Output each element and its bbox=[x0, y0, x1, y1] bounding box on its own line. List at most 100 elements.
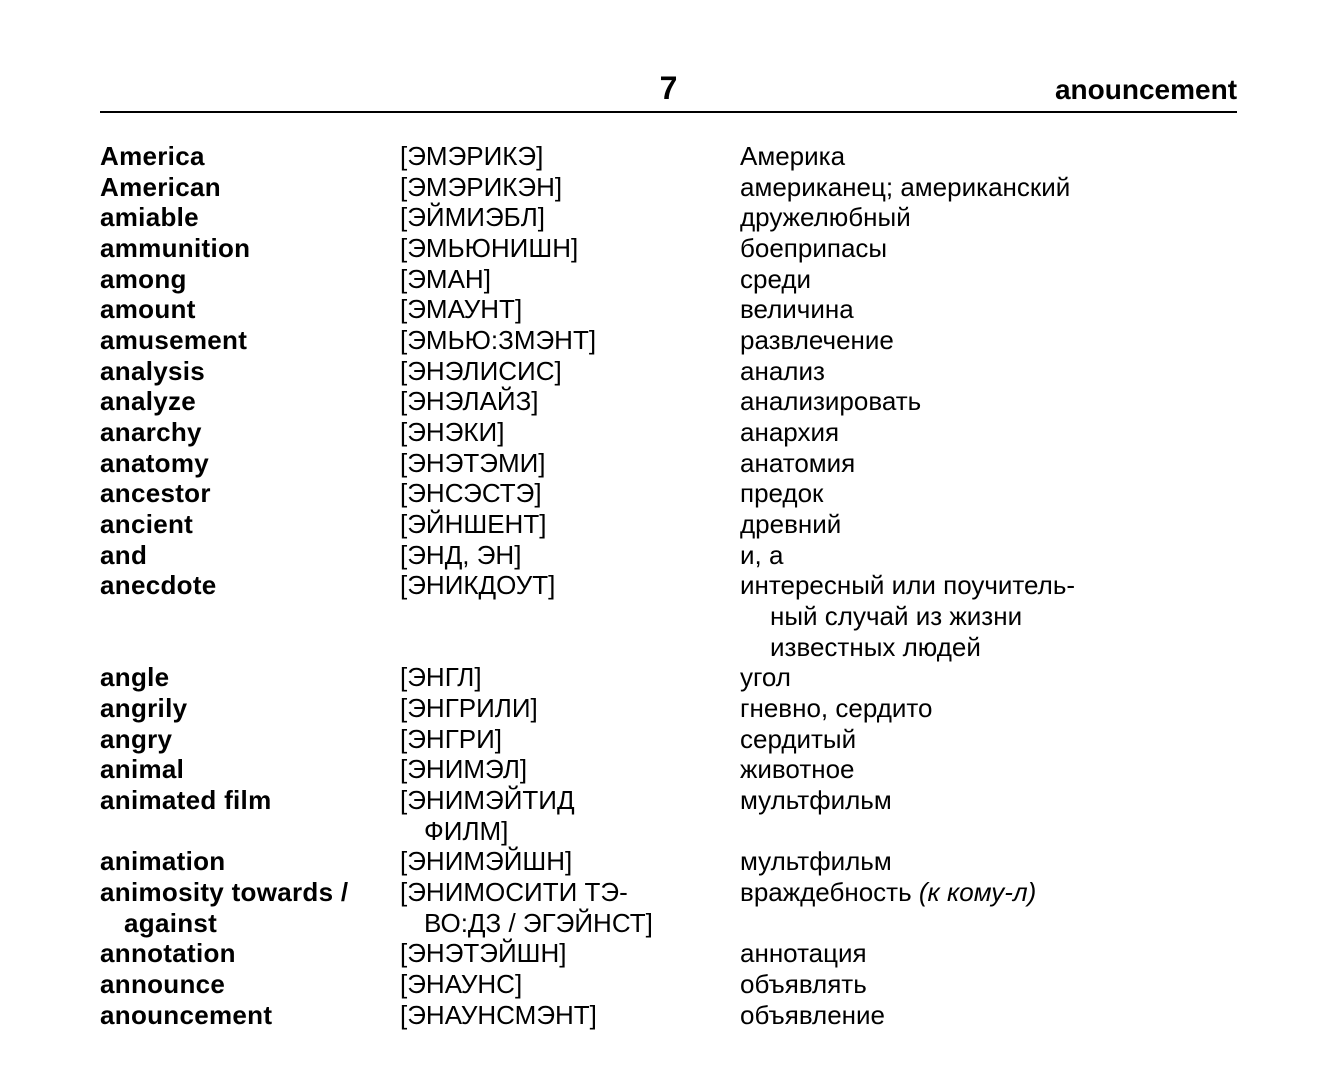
english-word: amiable bbox=[100, 202, 400, 233]
dictionary-row: amiable[ЭЙМИЭБЛ]дружелюбный bbox=[100, 202, 1237, 233]
phonetic-transcription: [ЭНГРИЛИ] bbox=[400, 693, 740, 724]
russian-translation: и, а bbox=[740, 540, 1237, 571]
phonetic-transcription: [ЭНГЛ] bbox=[400, 662, 740, 693]
phonetic-transcription: [ЭНИКДОУТ] bbox=[400, 570, 740, 601]
phonetic-transcription: [ЭНЭКИ] bbox=[400, 417, 740, 448]
english-word-continuation: against bbox=[100, 908, 400, 939]
phonetic-transcription: [ЭНАУНС] bbox=[400, 969, 740, 1000]
phonetic-transcription: [ЭНСЭСТЭ] bbox=[400, 478, 740, 509]
english-word: announce bbox=[100, 969, 400, 1000]
russian-translation: анализировать bbox=[740, 386, 1237, 417]
english-word: amusement bbox=[100, 325, 400, 356]
russian-translation: животное bbox=[740, 754, 1237, 785]
russian-translation: боеприпасы bbox=[740, 233, 1237, 264]
phonetic-transcription: [ЭНЭТЭЙШН] bbox=[400, 938, 740, 969]
phonetic-transcription: [ЭНД, ЭН] bbox=[400, 540, 740, 571]
phonetic-transcription: [ЭНГРИ] bbox=[400, 724, 740, 755]
russian-continuation: известных людей bbox=[740, 632, 1237, 663]
english-word: animated film bbox=[100, 785, 400, 816]
dictionary-row: annotation[ЭНЭТЭЙШН]аннотация bbox=[100, 938, 1237, 969]
english-word: American bbox=[100, 172, 400, 203]
dictionary-row: anarchy[ЭНЭКИ]анархия bbox=[100, 417, 1237, 448]
dictionary-row: analyze[ЭНЭЛАЙЗ]анализировать bbox=[100, 386, 1237, 417]
english-word: anecdote bbox=[100, 570, 400, 601]
phonetic-transcription: [ЭМАУНТ] bbox=[400, 294, 740, 325]
guide-word: anouncement bbox=[677, 74, 1237, 106]
english-word: ancient bbox=[100, 509, 400, 540]
phonetic-continuation: ВО:ДЗ / ЭГЭЙНСТ] bbox=[400, 908, 740, 939]
phonetic-transcription: [ЭНИМЭЙТИД bbox=[400, 785, 740, 816]
english-word: amount bbox=[100, 294, 400, 325]
dictionary-row: angrily[ЭНГРИЛИ]гневно, сердито bbox=[100, 693, 1237, 724]
russian-translation: объявлять bbox=[740, 969, 1237, 1000]
russian-translation: среди bbox=[740, 264, 1237, 295]
russian-translation: гневно, сердито bbox=[740, 693, 1237, 724]
dictionary-row: animated film[ЭНИМЭЙТИДмультфильм bbox=[100, 785, 1237, 816]
phonetic-transcription: [ЭМЬЮ:ЗМЭНТ] bbox=[400, 325, 740, 356]
russian-translation: величина bbox=[740, 294, 1237, 325]
english-word: animal bbox=[100, 754, 400, 785]
phonetic-transcription: [ЭНАУНСМЭНТ] bbox=[400, 1000, 740, 1031]
russian-translation: Америка bbox=[740, 141, 1237, 172]
dictionary-row: analysis[ЭНЭЛИСИС]анализ bbox=[100, 356, 1237, 387]
phonetic-transcription: [ЭНИМЭЛ] bbox=[400, 754, 740, 785]
russian-translation: сердитый bbox=[740, 724, 1237, 755]
english-word: anouncement bbox=[100, 1000, 400, 1031]
english-word: angle bbox=[100, 662, 400, 693]
english-word: anatomy bbox=[100, 448, 400, 479]
dictionary-row: anatomy[ЭНЭТЭМИ]анатомия bbox=[100, 448, 1237, 479]
english-word: among bbox=[100, 264, 400, 295]
dictionary-row: amusement[ЭМЬЮ:ЗМЭНТ]развлечение bbox=[100, 325, 1237, 356]
english-word: ancestor bbox=[100, 478, 400, 509]
dictionary-row-continuation: ный случай из жизни bbox=[100, 601, 1237, 632]
english-word: and bbox=[100, 540, 400, 571]
russian-translation: интересный или поучитель- bbox=[740, 570, 1237, 601]
english-word: annotation bbox=[100, 938, 400, 969]
dictionary-row: anouncement[ЭНАУНСМЭНТ]объявление bbox=[100, 1000, 1237, 1031]
russian-translation: объявление bbox=[740, 1000, 1237, 1031]
english-word: anarchy bbox=[100, 417, 400, 448]
russian-translation: анархия bbox=[740, 417, 1237, 448]
dictionary-row: ancient[ЭЙНШЕНТ]древний bbox=[100, 509, 1237, 540]
russian-continuation: ный случай из жизни bbox=[740, 601, 1237, 632]
phonetic-continuation: ФИЛМ] bbox=[400, 816, 740, 847]
english-word: America bbox=[100, 141, 400, 172]
page-number: 7 bbox=[660, 70, 678, 107]
dictionary-row-continuation: известных людей bbox=[100, 632, 1237, 663]
russian-translation: мультфильм bbox=[740, 785, 1237, 816]
russian-translation: угол bbox=[740, 662, 1237, 693]
dictionary-row: amount[ЭМАУНТ]величина bbox=[100, 294, 1237, 325]
dictionary-entries: America[ЭМЭРИКЭ]АмерикаAmerican[ЭМЭРИКЭН… bbox=[100, 141, 1237, 1030]
english-word: analysis bbox=[100, 356, 400, 387]
phonetic-transcription: [ЭНИМЭЙШН] bbox=[400, 846, 740, 877]
dictionary-row: angry[ЭНГРИ]сердитый bbox=[100, 724, 1237, 755]
russian-translation: аннотация bbox=[740, 938, 1237, 969]
dictionary-row: animal[ЭНИМЭЛ]животное bbox=[100, 754, 1237, 785]
phonetic-transcription: [ЭНИМОСИТИ ТЭ- bbox=[400, 877, 740, 908]
phonetic-transcription: [ЭМЭРИКЭ] bbox=[400, 141, 740, 172]
russian-translation: дружелюбный bbox=[740, 202, 1237, 233]
phonetic-transcription: [ЭМЬЮНИШН] bbox=[400, 233, 740, 264]
english-word: analyze bbox=[100, 386, 400, 417]
russian-translation: развлечение bbox=[740, 325, 1237, 356]
english-word: animosity towards / bbox=[100, 877, 400, 908]
dictionary-row: and[ЭНД, ЭН]и, а bbox=[100, 540, 1237, 571]
russian-translation: предок bbox=[740, 478, 1237, 509]
phonetic-transcription: [ЭНЭЛИСИС] bbox=[400, 356, 740, 387]
english-word: animation bbox=[100, 846, 400, 877]
dictionary-row: angle[ЭНГЛ]угол bbox=[100, 662, 1237, 693]
dictionary-row-continuation: againstВО:ДЗ / ЭГЭЙНСТ] bbox=[100, 908, 1237, 939]
english-word: angry bbox=[100, 724, 400, 755]
phonetic-transcription: [ЭНЭЛАЙЗ] bbox=[400, 386, 740, 417]
russian-translation: враждебность (к кому-л) bbox=[740, 877, 1237, 908]
russian-translation: древний bbox=[740, 509, 1237, 540]
russian-translation: анатомия bbox=[740, 448, 1237, 479]
english-word: angrily bbox=[100, 693, 400, 724]
phonetic-transcription: [ЭМАН] bbox=[400, 264, 740, 295]
dictionary-row: among[ЭМАН]среди bbox=[100, 264, 1237, 295]
russian-translation: анализ bbox=[740, 356, 1237, 387]
english-word: ammunition bbox=[100, 233, 400, 264]
dictionary-row-continuation: ФИЛМ] bbox=[100, 816, 1237, 847]
dictionary-row: America[ЭМЭРИКЭ]Америка bbox=[100, 141, 1237, 172]
dictionary-row: ammunition[ЭМЬЮНИШН]боеприпасы bbox=[100, 233, 1237, 264]
